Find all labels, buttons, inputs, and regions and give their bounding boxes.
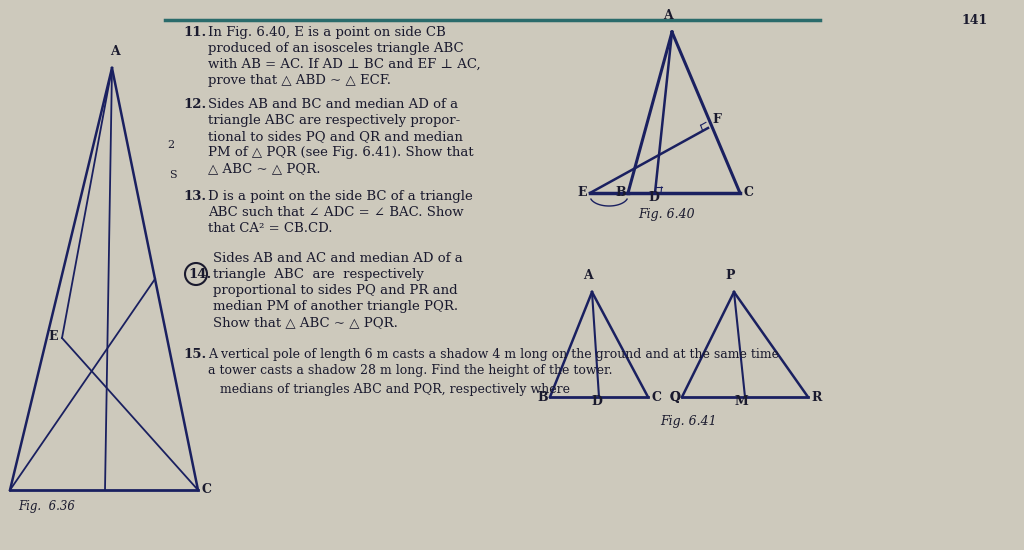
Text: A: A [583,269,593,282]
Text: S: S [169,170,176,180]
Text: 11.: 11. [183,26,206,39]
Text: 14.: 14. [188,268,211,281]
Text: that CA² = CB.CD.: that CA² = CB.CD. [208,222,333,235]
Text: In Fig. 6.40, E is a point on side CB: In Fig. 6.40, E is a point on side CB [208,26,445,39]
Text: P: P [725,269,735,282]
Text: triangle  ABC  are  respectively: triangle ABC are respectively [213,268,424,281]
Text: PM of △ PQR (see Fig. 6.41). Show that: PM of △ PQR (see Fig. 6.41). Show that [208,146,474,159]
Text: C: C [651,391,662,404]
Text: Show that △ ABC ~ △ PQR.: Show that △ ABC ~ △ PQR. [213,316,398,329]
Text: Fig.  6.36: Fig. 6.36 [18,500,75,513]
Text: △ ABC ~ △ PQR.: △ ABC ~ △ PQR. [208,162,321,175]
Text: E: E [577,186,587,199]
Text: C: C [201,483,211,496]
Text: Fig. 6.41: Fig. 6.41 [660,415,717,428]
Text: A: A [111,45,120,58]
Text: 12.: 12. [183,98,206,111]
Text: 2: 2 [167,140,174,150]
Text: a tower casts a shadow 28 m long. Find the height of the tower.: a tower casts a shadow 28 m long. Find t… [208,364,612,377]
Text: proportional to sides PQ and PR and: proportional to sides PQ and PR and [213,284,458,297]
Text: 15.: 15. [183,348,206,361]
Text: Sides AB and AC and median AD of a: Sides AB and AC and median AD of a [213,252,463,265]
Text: C: C [744,186,754,199]
Text: D: D [648,191,659,204]
Text: triangle ABC are respectively propor-: triangle ABC are respectively propor- [208,114,460,127]
Text: ABC such that ∠ ADC = ∠ BAC. Show: ABC such that ∠ ADC = ∠ BAC. Show [208,206,464,219]
Text: with AB = AC. If AD ⊥ BC and EF ⊥ AC,: with AB = AC. If AD ⊥ BC and EF ⊥ AC, [208,58,480,71]
Text: R: R [811,391,821,404]
Text: F: F [712,113,721,126]
Text: B: B [537,391,548,404]
Text: A: A [664,9,673,22]
Text: 13.: 13. [183,190,206,203]
Text: E: E [48,330,57,343]
Text: D is a point on the side BC of a triangle: D is a point on the side BC of a triangl… [208,190,473,203]
Text: A vertical pole of length 6 m casts a shadow 4 m long on the ground and at the s: A vertical pole of length 6 m casts a sh… [208,348,779,361]
Text: prove that △ ABD ~ △ ECF.: prove that △ ABD ~ △ ECF. [208,74,391,87]
Text: Sides AB and BC and median AD of a: Sides AB and BC and median AD of a [208,98,458,111]
Text: Q: Q [669,391,680,404]
Text: Q: Q [669,391,680,404]
Text: D: D [592,395,602,408]
Text: median PM of another triangle PQR.: median PM of another triangle PQR. [213,300,458,313]
Text: B: B [615,186,626,199]
Text: M: M [734,395,748,408]
Text: Fig. 6.40: Fig. 6.40 [638,208,694,221]
Text: produced of an isosceles triangle ABC: produced of an isosceles triangle ABC [208,42,464,55]
Text: medians of triangles ABC and PQR, respectively where: medians of triangles ABC and PQR, respec… [208,383,570,396]
Text: 141: 141 [962,14,988,27]
Text: tional to sides PQ and QR and median: tional to sides PQ and QR and median [208,130,463,143]
